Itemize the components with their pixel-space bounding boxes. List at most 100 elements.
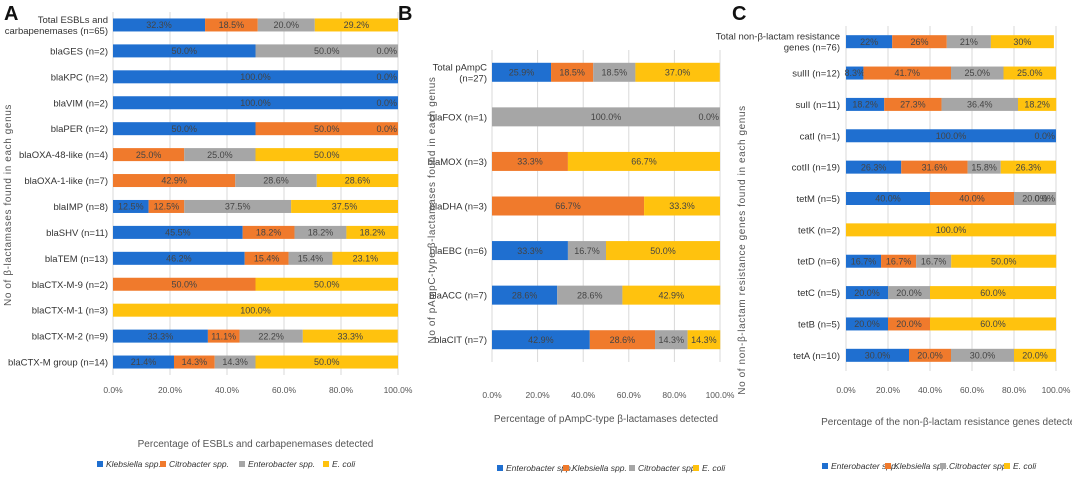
bar-segment-citrobacter (901, 160, 968, 174)
category-label: sulI (n=11) (796, 100, 840, 111)
panel-a-plot: 0.0% 20.0% 40.0% 60.0% 80.0% 100.0% Total ESBL… (3, 12, 413, 469)
data-label: 42.9% (659, 290, 685, 300)
x-tick-label: 100.0% (1042, 385, 1071, 395)
bar-segment-enterobacter (951, 66, 1004, 80)
bar-segment-citrobacter (881, 254, 917, 268)
bar-segment-klebsiella (113, 199, 149, 213)
data-label: 12.5% (154, 202, 180, 212)
bar-segment-ecoli (332, 251, 399, 265)
data-label: 37.5% (225, 202, 251, 212)
bar-segment-ecoli (316, 174, 399, 188)
category-label: blaCTX-M-1 (n=3) (32, 306, 108, 317)
data-label: 20.0% (1022, 351, 1048, 361)
bar-segment-klebsiella (113, 225, 243, 239)
data-label: 45.5% (165, 228, 191, 238)
bar-segment-klebsiella (846, 66, 864, 80)
bar-segment-klebsiella (846, 286, 888, 300)
bar-segment-ecoli (291, 199, 398, 213)
x-tick-label: 20.0% (526, 390, 551, 400)
category-label: blaEBC (n=6) (430, 246, 487, 257)
legend-swatch (940, 463, 946, 469)
bar-segment-citrobacter (589, 330, 656, 350)
bar-row-blaoxa-1-like: blaOXA-1-like (n=7)0.0%42.9%28.6%28.6% (24, 174, 399, 188)
bar-segment-ecoli (302, 329, 398, 343)
data-label: 20.0% (1022, 194, 1048, 204)
data-label: 50.0% (314, 124, 340, 134)
data-label: 20.0% (896, 288, 922, 298)
bar-row-blamox: blaMOX (n=3)0.0%33.3%0.0%66.7% (428, 151, 720, 171)
data-label: 22% (860, 37, 878, 47)
data-label: 14.3% (691, 335, 717, 345)
data-label: 14.3% (182, 357, 208, 367)
bar-segment-enterobacter (888, 286, 930, 300)
legend-item-ecoli: E. coli (693, 463, 726, 473)
data-label: 18.2% (256, 228, 282, 238)
data-label: 15.4% (254, 254, 280, 264)
bar-row-total-pampc: Total pAmpC(n=27) 25.9% 18.5% 18.5% 37.0% (433, 62, 720, 84)
category-label: blaOXA-48-like (n=4) (19, 150, 108, 161)
bar-row-blacit: blaCIT (n=7) 42.9% 28.6% 14.3% 14.3% (434, 330, 721, 350)
bar-row-blafox: blaFOX (n=1)0.0%100.0%0.0% (430, 107, 720, 127)
data-label: 100.0% (240, 98, 271, 108)
data-label: 14.3% (222, 357, 248, 367)
data-label: 28.6% (610, 335, 636, 345)
legend-label: E. coli (332, 459, 356, 469)
bar-row-blactx-m-group: blaCTX-M group (n=14) 21.4% 14.3% 14.3% 50.0… (8, 355, 398, 369)
data-label: 30.0% (970, 351, 996, 361)
data-label: 16.7% (574, 246, 600, 256)
data-label: 21% (960, 37, 978, 47)
bar-row-blages: blaGES (n=2)50.0%0.0%50.0%0.0% (50, 44, 398, 58)
bar-segment-ecoli (635, 62, 720, 82)
bar-segment-klebsiella (846, 348, 909, 362)
data-label: 18.5% (559, 67, 585, 77)
data-label: 50.0% (171, 279, 197, 289)
bar-row-tetc: tetC (n=5)20.0%0.0%20.0%60.0% (797, 286, 1056, 300)
data-label: 18.5% (602, 67, 628, 77)
data-label: 27.3% (900, 100, 926, 110)
x-tick-label: 60.0% (617, 390, 642, 400)
legend-swatch (629, 465, 635, 471)
panel-letter-c: C (732, 3, 746, 25)
bar-segment-enterobacter (492, 107, 720, 127)
category-label: carbapenemases (n=65) (5, 26, 108, 37)
legend-item-enterobacter: Enterobacter spp. (239, 459, 315, 469)
bar-segment-klebsiella (846, 192, 930, 205)
panel-c-plot: 0.0% 20.0% 40.0% 60.0% 80.0% 100.0%Total non-… (716, 26, 1072, 471)
data-label: 26.3% (1016, 162, 1042, 172)
data-label: 100.0% (936, 225, 967, 235)
data-label: 40.0% (875, 194, 901, 204)
data-label: 0.0% (1034, 194, 1055, 204)
bar-segment-ecoli (1003, 66, 1056, 80)
bar-segment-citrobacter (242, 225, 295, 239)
category-label: blaCIT (n=7) (434, 335, 487, 346)
data-label: 46.2% (166, 254, 192, 264)
data-label: 66.7% (555, 201, 581, 211)
data-label: 14.3% (659, 335, 685, 345)
legend-item-klebsiella: Klebsiella spp. (97, 459, 161, 469)
bar-segment-citrobacter (930, 192, 1014, 205)
category-label: tetM (n=5) (796, 194, 840, 205)
category-label: tetD (n=6) (797, 257, 840, 268)
bar-segment-citrobacter (113, 148, 185, 162)
data-label: 25.0% (207, 150, 233, 160)
data-label: 33.3% (148, 331, 174, 341)
bar-segment-citrobacter (492, 151, 568, 171)
bar-segment-enterobacter (184, 199, 292, 213)
data-label: 50.0% (650, 246, 676, 256)
data-label: 18.2% (360, 228, 386, 238)
bar-segment-enterobacter (239, 329, 303, 343)
bar-segment-citrobacter (113, 277, 256, 291)
data-label: 16.7% (886, 256, 912, 266)
category-label: Total pAmpC (433, 62, 488, 73)
legend-label: E. coli (702, 463, 726, 473)
bar-segment-citrobacter (551, 62, 594, 82)
bar-segment-citrobacter (148, 199, 185, 213)
data-label: 20.0% (896, 319, 922, 329)
legend-item-klebsiella: Enterobacter spp. (497, 463, 573, 473)
legend-swatch (497, 465, 503, 471)
bar-row-blashv: blaSHV (n=11) 45.5% 18.2% 18.2% 18.2% (46, 225, 399, 239)
bar-segment-klebsiella (113, 355, 174, 369)
bar-segment-ecoli (346, 225, 399, 239)
data-label: 11.1% (211, 331, 236, 341)
data-label: 15.4% (298, 254, 324, 264)
